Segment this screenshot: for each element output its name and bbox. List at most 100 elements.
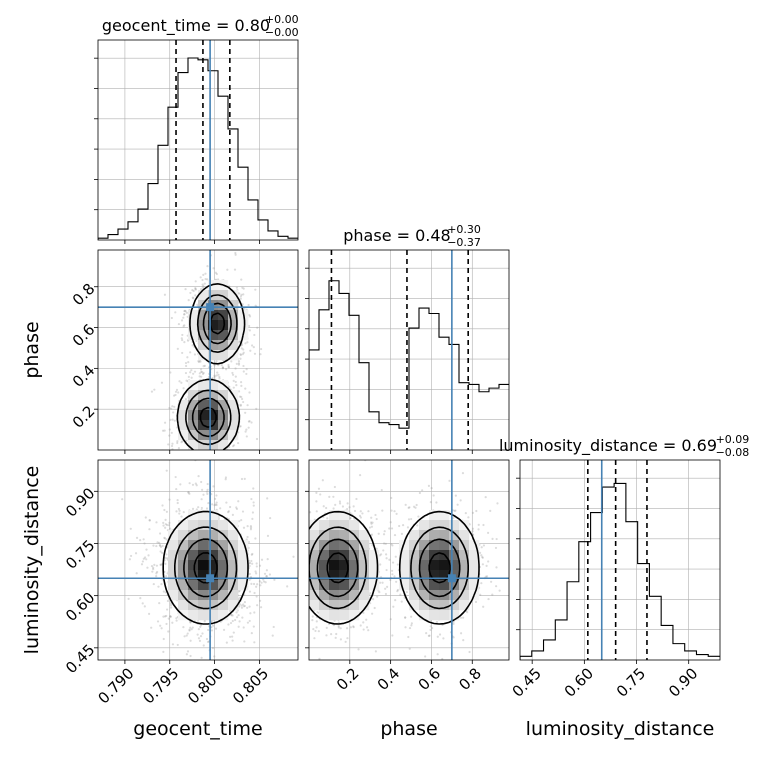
scatter-point <box>221 467 223 469</box>
scatter-point <box>461 472 465 475</box>
scatter-point <box>435 501 438 504</box>
scatter-point <box>346 502 349 505</box>
scatter-point <box>474 600 478 604</box>
scatter-point <box>245 538 248 541</box>
density-cell <box>449 540 460 551</box>
scatter-point <box>358 514 362 517</box>
scatter-point <box>478 551 482 554</box>
scatter-point <box>167 524 171 527</box>
scatter-point <box>349 517 352 520</box>
scatter-point <box>302 474 304 476</box>
density-cell <box>449 600 460 611</box>
scatter-point <box>241 286 244 289</box>
scatter-point <box>464 512 467 515</box>
scatter-point <box>302 582 304 584</box>
scatter-point <box>231 619 234 623</box>
density-cell <box>439 540 450 551</box>
scatter-point <box>286 571 288 573</box>
scatter-point <box>425 632 428 635</box>
scatter-point <box>382 533 386 536</box>
scatter-point <box>489 509 492 512</box>
density-cell <box>218 600 229 611</box>
density-cell <box>459 530 470 541</box>
scatter-point <box>202 493 205 496</box>
y-axis-label-luminosity_distance: luminosity_distance <box>21 466 43 655</box>
scatter-point <box>410 622 413 625</box>
density-cell <box>339 530 350 541</box>
scatter-point <box>346 637 349 640</box>
density-cell <box>349 590 360 601</box>
scatter-point <box>231 639 234 642</box>
scatter-point <box>218 377 221 380</box>
scatter-point <box>384 542 387 545</box>
scatter-point <box>227 363 230 367</box>
density-cell <box>188 570 199 581</box>
density-cell <box>329 590 340 601</box>
scatter-point <box>244 430 247 433</box>
x-tick-label: 0.90 <box>665 664 701 700</box>
density-cell <box>178 400 189 411</box>
scatter-point <box>382 549 385 552</box>
scatter-point <box>182 316 185 319</box>
scatter-point <box>234 251 237 255</box>
scatter-point <box>152 566 155 569</box>
scatter-point <box>300 610 302 612</box>
scatter-point <box>215 494 218 497</box>
scatter-point <box>237 360 241 363</box>
scatter-point <box>389 618 392 621</box>
density-cell <box>349 610 360 621</box>
density-cell <box>319 590 330 601</box>
density-cell <box>218 590 229 601</box>
scatter-point <box>167 630 170 633</box>
scatter-point <box>212 267 215 270</box>
scatter-point <box>265 575 268 578</box>
scatter-point <box>194 294 197 297</box>
x-axis-label-luminosity_distance: luminosity_distance <box>526 718 715 740</box>
scatter-point <box>231 513 234 516</box>
scatter-point <box>429 625 432 628</box>
scatter-point <box>139 539 142 542</box>
scatter-point <box>215 503 218 507</box>
scatter-point <box>161 544 164 548</box>
density-cell <box>429 580 440 591</box>
scatter-point <box>211 503 214 506</box>
density-cell <box>198 410 209 421</box>
density-cell <box>349 600 360 611</box>
scatter-point <box>235 616 239 619</box>
scatter-point <box>251 562 254 565</box>
scatter-point <box>248 472 250 474</box>
scatter-point <box>526 540 528 542</box>
density-cell <box>309 600 320 611</box>
scatter-point <box>160 583 163 586</box>
scatter-point <box>452 517 455 520</box>
scatter-point <box>182 387 185 390</box>
density-cell <box>459 520 470 531</box>
scatter-point <box>400 532 404 536</box>
title-text: luminosity_distance = 0.69 <box>499 436 717 456</box>
scatter-point <box>401 524 405 527</box>
scatter-point <box>373 606 376 610</box>
scatter-point <box>200 370 203 374</box>
scatter-point <box>376 595 379 598</box>
scatter-point <box>164 615 167 618</box>
density-cell <box>319 530 330 541</box>
scatter-point <box>253 333 256 337</box>
scatter-point <box>251 552 254 556</box>
scatter-point <box>334 636 337 639</box>
scatter-point <box>171 448 174 450</box>
scatter-point <box>199 624 203 627</box>
scatter-point <box>176 347 179 350</box>
scatter-point <box>168 521 171 524</box>
scatter-point <box>410 615 413 618</box>
scatter-point <box>295 572 297 574</box>
density-cell <box>469 560 480 571</box>
density-cell <box>329 540 340 551</box>
density-cell <box>459 550 470 561</box>
scatter-point <box>185 469 187 471</box>
scatter-point <box>353 509 357 513</box>
density-cell <box>228 430 239 441</box>
scatter-point <box>496 502 499 505</box>
scatter-point <box>169 371 172 374</box>
density-cell <box>218 340 229 351</box>
scatter-point <box>250 553 253 556</box>
